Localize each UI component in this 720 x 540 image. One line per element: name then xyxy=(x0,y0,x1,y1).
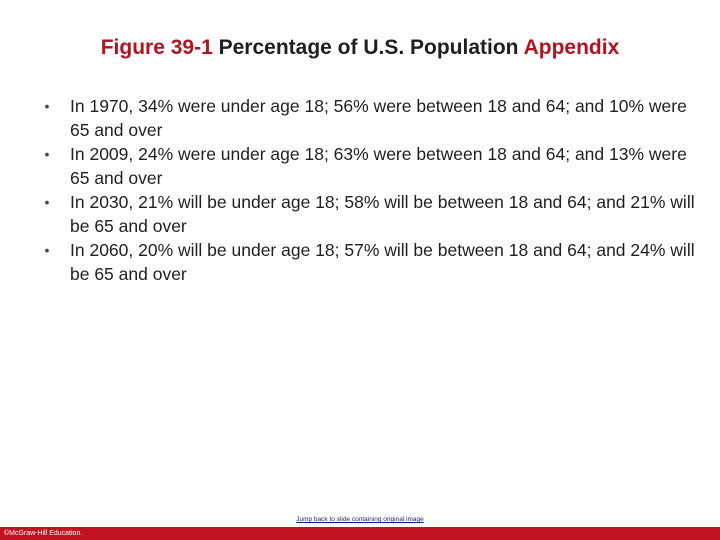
title-main-text: Percentage of U.S. Population xyxy=(218,36,519,59)
slide-title: Figure 39-1 Percentage of U.S. Populatio… xyxy=(0,34,720,62)
title-suffix: Appendix xyxy=(523,36,620,59)
bullet-dot-icon: • xyxy=(44,146,50,162)
bullet-item-2060: • In 2060, 20% will be under age 18; 57%… xyxy=(40,238,700,286)
jump-back-link[interactable]: Jump back to slide containing original i… xyxy=(296,516,424,523)
bullet-item-1970: • In 1970, 34% were under age 18; 56% we… xyxy=(40,94,700,142)
bullet-text: In 1970, 34% were under age 18; 56% were… xyxy=(70,96,687,140)
bullet-text: In 2009, 24% were under age 18; 63% were… xyxy=(70,144,687,188)
figure-label: Figure 39-1 xyxy=(100,36,213,59)
bullet-text: In 2060, 20% will be under age 18; 57% w… xyxy=(70,240,695,284)
bullet-text: In 2030, 21% will be under age 18; 58% w… xyxy=(70,192,695,236)
bullet-dot-icon: • xyxy=(44,194,50,210)
bullet-dot-icon: • xyxy=(44,98,50,114)
bullet-item-2030: • In 2030, 21% will be under age 18; 58%… xyxy=(40,190,700,238)
copyright-text: ©McGraw-Hill Education. xyxy=(4,530,83,537)
footer-bar: ©McGraw-Hill Education. xyxy=(0,527,720,540)
bullet-dot-icon: • xyxy=(44,242,50,258)
bullet-item-2009: • In 2009, 24% were under age 18; 63% we… xyxy=(40,142,700,190)
bullet-list: • In 1970, 34% were under age 18; 56% we… xyxy=(40,94,700,286)
